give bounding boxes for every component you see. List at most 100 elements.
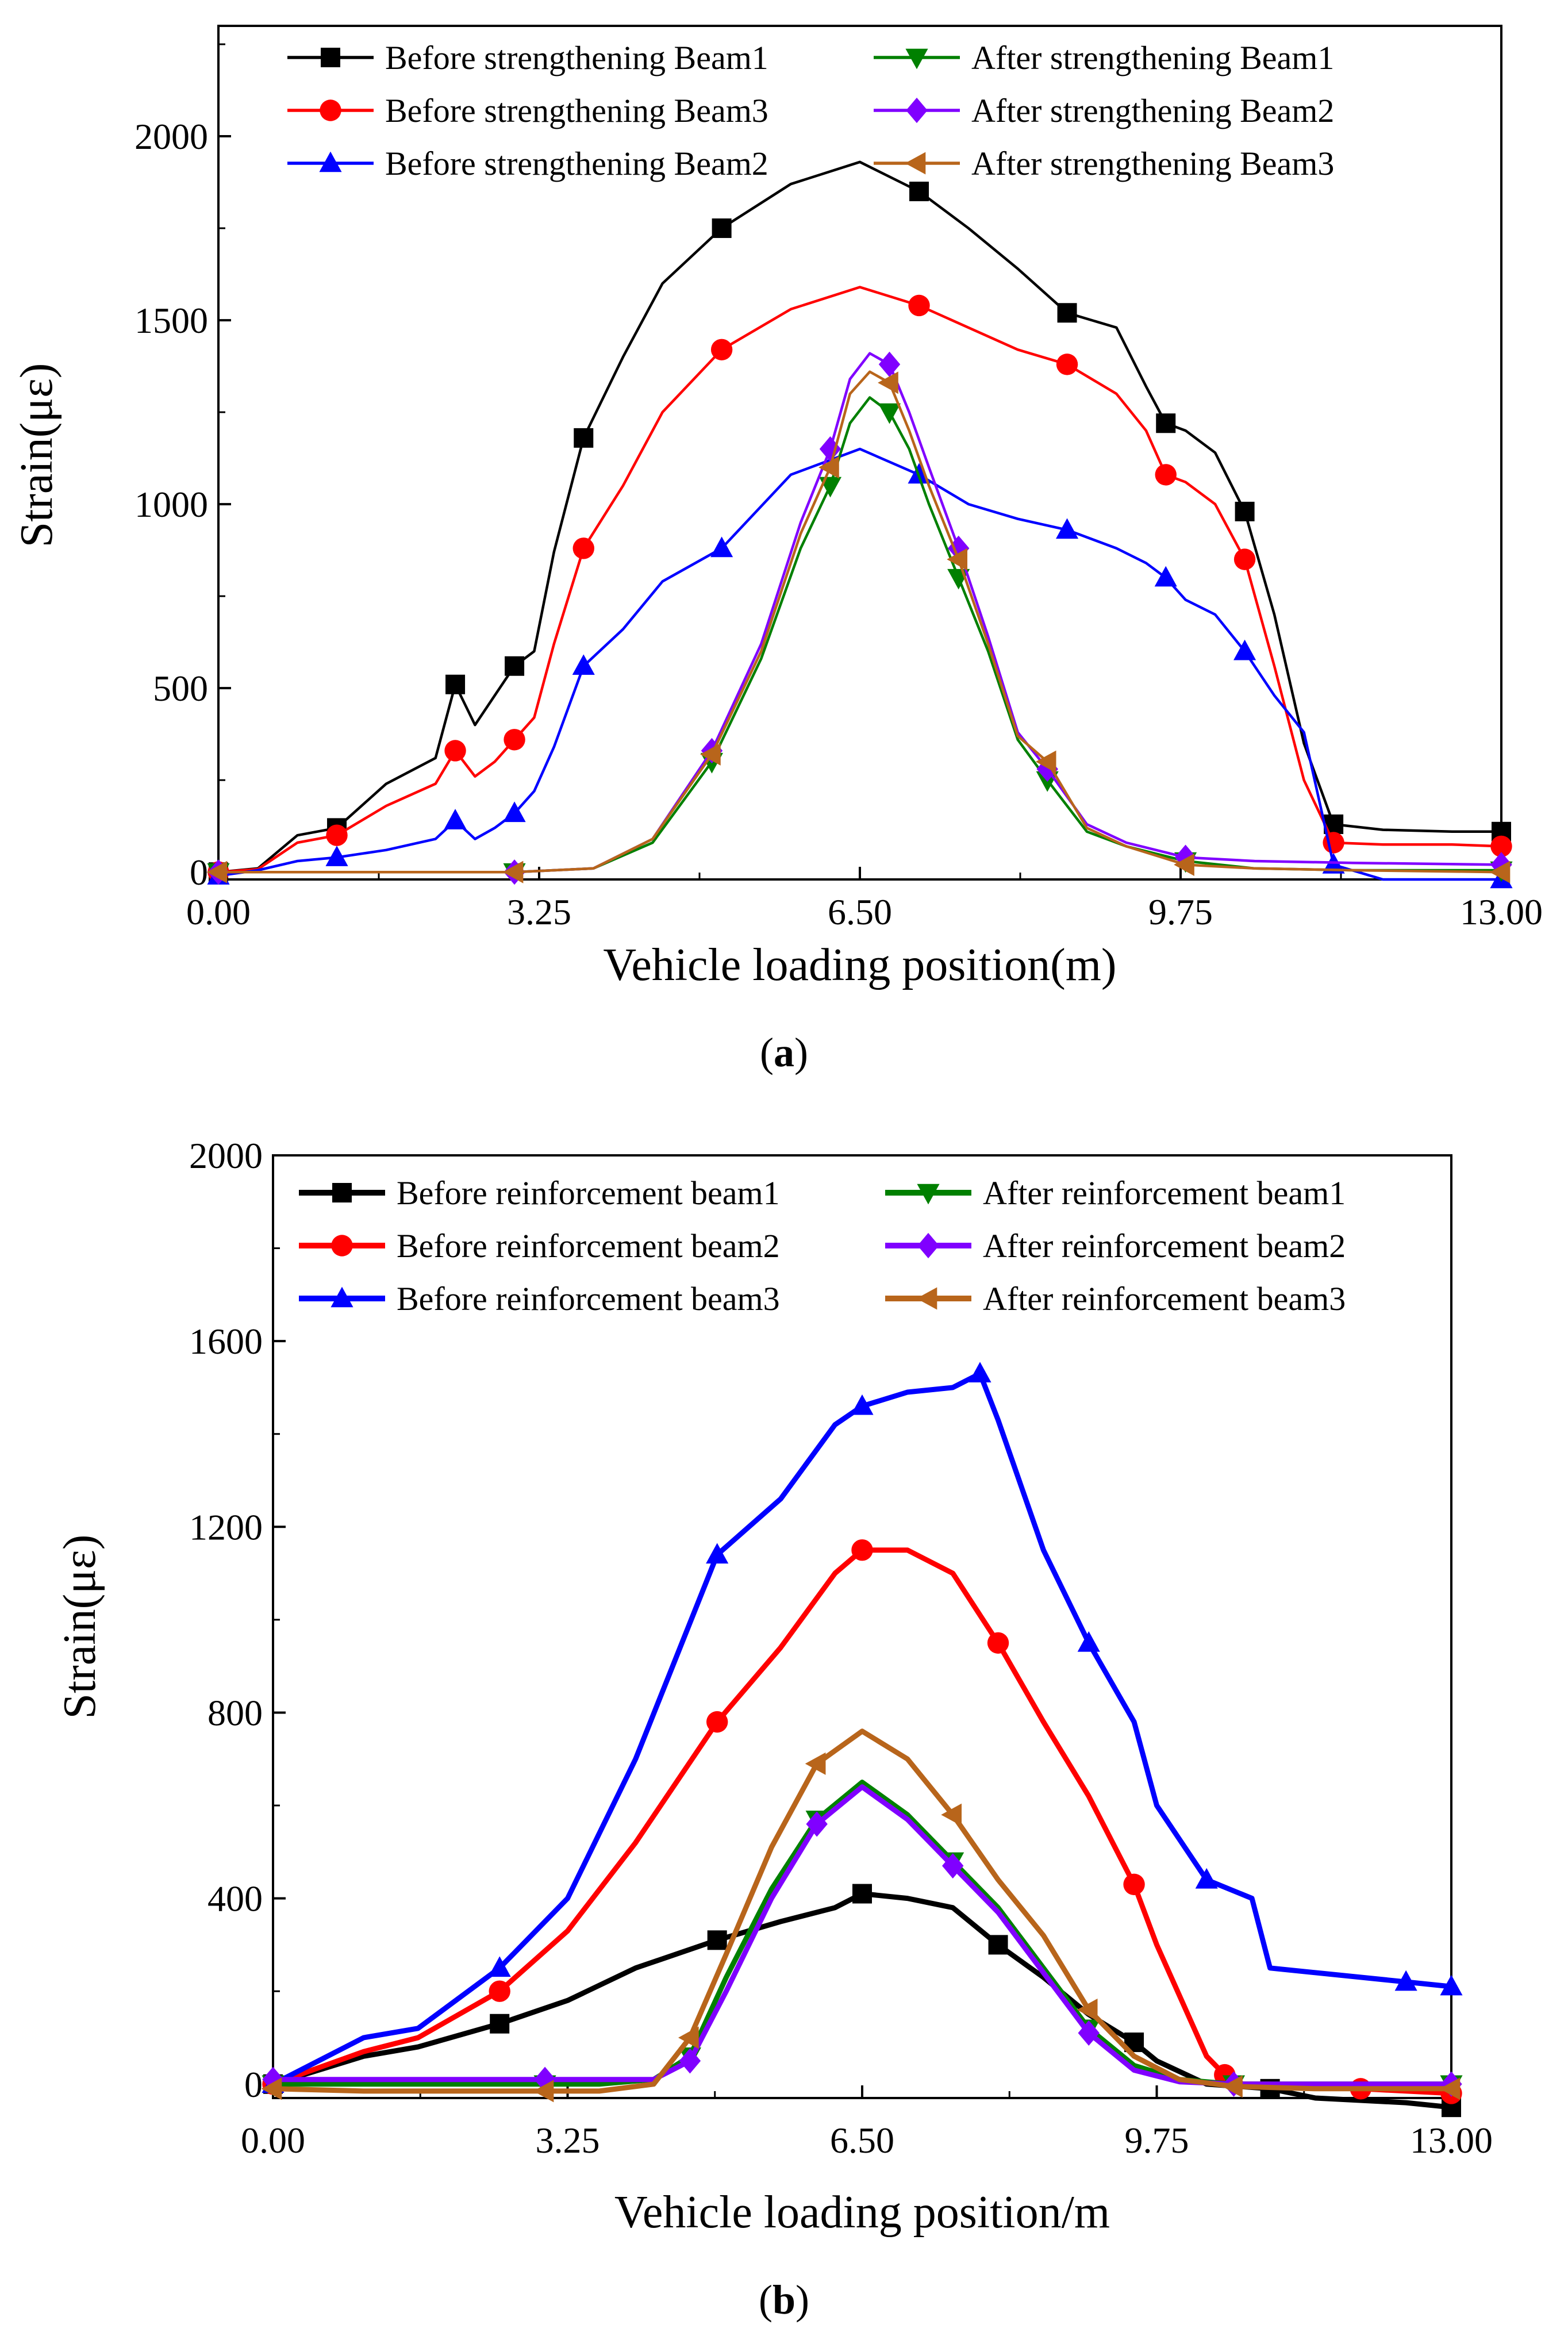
data-point xyxy=(1233,639,1256,660)
data-point xyxy=(1174,853,1194,876)
legend-label: Before reinforcement beam3 xyxy=(397,1280,780,1317)
legend-marker xyxy=(917,1232,939,1259)
y-tick-label: 1000 xyxy=(134,484,208,525)
data-point xyxy=(1439,2077,1461,2100)
legend-entry: After strengthening Beam1 xyxy=(874,39,1334,76)
data-point xyxy=(947,535,970,562)
x-tick-label: 0.00 xyxy=(241,2120,305,2161)
y-axis-label: Strain(με) xyxy=(55,1535,105,1719)
y-tick-label: 800 xyxy=(207,1692,263,1733)
data-point xyxy=(710,339,733,360)
data-point xyxy=(818,456,839,479)
y-tick-label: 1600 xyxy=(189,1321,263,1362)
legend-entry: Before strengthening Beam1 xyxy=(287,39,768,76)
data-point xyxy=(710,536,733,558)
series-3 xyxy=(262,1362,1463,2093)
data-point xyxy=(806,1811,828,1837)
legend-label: Before reinforcement beam1 xyxy=(397,1174,780,1212)
legend-entry: Before reinforcement beam2 xyxy=(299,1227,780,1265)
series-line xyxy=(270,1780,1454,2087)
data-point xyxy=(503,801,526,823)
data-point xyxy=(706,1543,729,1564)
series-line xyxy=(217,286,1503,874)
y-tick-label: 1500 xyxy=(134,300,208,341)
series-6 xyxy=(206,370,1511,883)
data-point xyxy=(1155,464,1177,486)
x-axis-label: Vehicle loading position(m) xyxy=(603,940,1116,990)
data-point xyxy=(878,371,898,394)
data-point xyxy=(678,2026,699,2049)
x-tick-label: 13.00 xyxy=(1410,2120,1493,2161)
data-point xyxy=(490,2014,510,2034)
caption-b: (b) xyxy=(759,2277,809,2323)
data-point xyxy=(445,674,466,694)
data-point xyxy=(805,1752,826,1775)
data-point xyxy=(1056,518,1079,539)
data-point xyxy=(712,218,732,239)
data-point xyxy=(1036,756,1058,782)
legend-entry: After reinforcement beam2 xyxy=(885,1227,1346,1265)
legend-marker xyxy=(917,1184,940,1205)
legend-marker xyxy=(330,1286,353,1308)
y-tick-label: 2000 xyxy=(134,116,208,157)
legend-label: After reinforcement beam3 xyxy=(983,1280,1346,1317)
legend-label: After strengthening Beam1 xyxy=(971,39,1334,76)
data-point xyxy=(909,182,929,202)
x-axis-label: Vehicle loading position/m xyxy=(614,2187,1110,2238)
data-point xyxy=(1440,1974,1463,1996)
data-point xyxy=(488,1956,511,1977)
legend-marker xyxy=(905,48,928,70)
data-point xyxy=(706,1711,728,1733)
data-point xyxy=(851,1394,874,1415)
x-tick-label: 3.25 xyxy=(507,892,571,932)
data-point xyxy=(908,294,930,317)
data-point xyxy=(1077,1631,1100,1652)
data-point xyxy=(947,548,967,571)
legend-marker xyxy=(321,48,340,67)
data-point xyxy=(988,1935,1008,1955)
data-point xyxy=(1057,303,1077,323)
legend-entry: Before strengthening Beam2 xyxy=(287,145,768,182)
legend-marker xyxy=(320,99,341,121)
x-tick-label: 6.50 xyxy=(830,2120,894,2161)
y-tick-label: 1200 xyxy=(189,1507,263,1547)
data-point xyxy=(1222,2075,1243,2098)
data-point xyxy=(1056,354,1078,375)
data-point xyxy=(707,1930,727,1950)
data-point xyxy=(1235,501,1255,521)
legend-entry: After strengthening Beam3 xyxy=(874,145,1334,182)
y-axis-label: Strain(με) xyxy=(11,363,62,548)
legend-entry: After reinforcement beam3 xyxy=(885,1280,1346,1317)
data-point xyxy=(1154,566,1177,587)
chart-panel-a: 0.00 3.25 6.50 9.75 13.00 0 500 1000 1500 2000 Veh… xyxy=(11,25,1543,990)
data-point xyxy=(574,428,594,448)
x-tick-label: 6.50 xyxy=(828,892,892,932)
y-tick-label: 0 xyxy=(190,852,208,893)
data-point xyxy=(533,2080,554,2103)
data-point xyxy=(987,1632,1009,1654)
data-point xyxy=(1489,860,1511,883)
data-point xyxy=(1035,750,1056,773)
data-point xyxy=(969,1362,991,1383)
series-1 xyxy=(209,160,1511,882)
legend-marker xyxy=(332,1183,352,1202)
x-tick-label: 0.00 xyxy=(186,892,251,932)
legend-entry: After reinforcement beam1 xyxy=(885,1174,1346,1212)
data-point xyxy=(941,1853,964,1879)
data-point xyxy=(941,1803,962,1826)
legend-marker xyxy=(331,1235,353,1257)
data-point xyxy=(700,743,721,766)
data-point xyxy=(679,2048,701,2074)
legend-entry: Before strengthening Beam3 xyxy=(287,92,768,129)
data-point xyxy=(852,1884,872,1904)
legend-label: After reinforcement beam2 xyxy=(983,1227,1346,1265)
data-point xyxy=(1077,1998,1098,2022)
legend-entry: Before reinforcement beam1 xyxy=(299,1174,780,1212)
legend-label: Before strengthening Beam2 xyxy=(385,145,768,182)
y-tick-label: 2000 xyxy=(189,1135,263,1176)
series-line xyxy=(270,1371,1454,2087)
series-line xyxy=(217,160,1503,874)
data-point xyxy=(1394,1970,1417,1991)
y-tick-label: 500 xyxy=(153,668,208,709)
